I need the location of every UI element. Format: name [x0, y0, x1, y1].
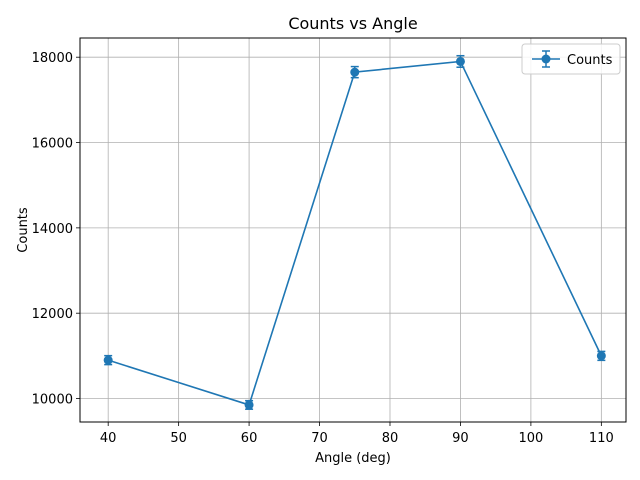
- x-tick-label: 40: [100, 431, 117, 446]
- x-tick-label: 50: [170, 431, 187, 446]
- x-tick-label: 80: [382, 431, 399, 446]
- y-axis-label: Counts: [16, 207, 31, 253]
- y-tick-label: 16000: [32, 137, 73, 152]
- axis-ticks: 40 50 60 70 80 90 100 110 10000 12000 14000 16000 18…: [32, 51, 614, 446]
- legend-marker-swatch: [541, 54, 551, 64]
- data-point: [103, 355, 113, 365]
- x-tick-label: 60: [241, 431, 258, 446]
- chart-title: Counts vs Angle: [288, 14, 417, 33]
- axes-frame: [79, 37, 627, 423]
- x-tick-label: 110: [589, 431, 614, 446]
- x-tick-label: 70: [311, 431, 328, 446]
- x-axis-label: Angle (deg): [315, 451, 391, 466]
- data-point: [244, 400, 254, 410]
- x-tick-label: 90: [452, 431, 469, 446]
- x-tick-label: 100: [518, 431, 543, 446]
- y-tick-label: 12000: [32, 307, 73, 322]
- y-tick-label: 14000: [32, 222, 73, 237]
- grid: [80, 38, 626, 422]
- data-point: [350, 67, 360, 77]
- legend-label: Counts: [567, 53, 613, 68]
- y-tick-label: 10000: [32, 393, 73, 408]
- y-tick-label: 18000: [32, 51, 73, 66]
- data-point: [596, 351, 606, 361]
- legend: Counts: [521, 43, 621, 75]
- data-point: [455, 56, 465, 66]
- plot-data: [103, 54, 606, 410]
